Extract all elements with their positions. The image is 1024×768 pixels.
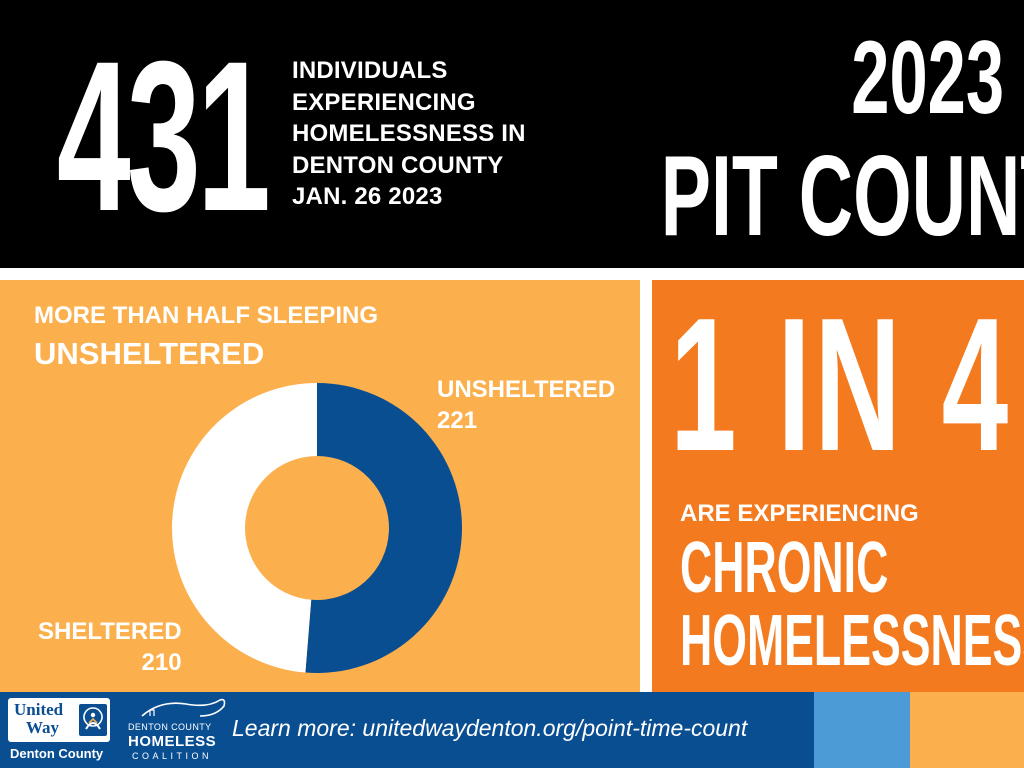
total-count: 431 xyxy=(56,17,271,256)
headline-line: EXPERIENCING xyxy=(292,88,476,116)
headline-line: DENTON COUNTY xyxy=(292,151,504,179)
denton-county-homeless-coalition-logo[interactable]: DENTON COUNTY HOMELESS COALITION xyxy=(122,696,226,766)
donut-slice-unsheltered xyxy=(305,383,463,673)
headline-line: INDIVIDUALS xyxy=(292,57,448,84)
headline: INDIVIDUALS EXPERIENCING HOMELESSNESS IN… xyxy=(292,55,592,213)
sheltered-status-panel: MORE THAN HALF SLEEPING UNSHELTERED UNSH… xyxy=(0,280,640,692)
united-way-county: Denton County xyxy=(10,746,104,761)
coalition-name-line2: HOMELESS xyxy=(128,733,217,750)
united-way-logo-box: United Way xyxy=(8,698,110,742)
united-way-logo[interactable]: United Way Denton County xyxy=(6,698,114,762)
chronic-homelessness-panel: 1 IN 4 ARE EXPERIENCING CHRONIC HOMELESS… xyxy=(652,280,1024,692)
donut-chart xyxy=(172,383,463,673)
footer-color-block-orange xyxy=(910,692,1024,768)
united-way-word: Way xyxy=(26,718,60,737)
header-band: 431 INDIVIDUALS EXPERIENCING HOMELESSNES… xyxy=(0,0,1024,268)
headline-line: HOMELESSNESS IN xyxy=(292,120,526,147)
footer-color-block-light-blue xyxy=(814,692,910,768)
sheltered-data-label: SHELTERED 210 xyxy=(38,616,182,678)
united-way-emblem-icon xyxy=(79,704,107,736)
unsheltered-label: UNSHELTERED xyxy=(437,376,616,403)
learn-more-link[interactable]: Learn more: unitedwaydenton.org/point-ti… xyxy=(232,715,748,741)
sheltered-label: SHELTERED xyxy=(38,618,182,645)
headline-line: JAN. 26 2023 xyxy=(292,183,443,210)
unsheltered-data-label: UNSHELTERED 221 xyxy=(437,374,615,436)
sheltered-value: 210 xyxy=(141,649,182,676)
donut-slice-sheltered xyxy=(172,383,317,673)
footer: United Way Denton County DENTON COUNTY H… xyxy=(0,692,1024,768)
panel-title: UNSHELTERED xyxy=(34,336,265,371)
ratio-title-line1: CHRONIC xyxy=(680,528,889,608)
coalition-arc-icon xyxy=(141,698,226,717)
pit-count-title: PIT COUNT xyxy=(660,133,1024,260)
coalition-name-line3: COALITION xyxy=(132,751,213,761)
ratio-subtitle: ARE EXPERIENCING xyxy=(680,500,919,527)
unsheltered-value: 221 xyxy=(437,407,478,434)
pit-year: 2023 xyxy=(851,20,1004,136)
united-way-word: United xyxy=(14,700,64,719)
ratio-statistic: 1 IN 4 xyxy=(670,279,1013,491)
ratio-title-line2: HOMELESSNESS xyxy=(680,601,1024,681)
coalition-name-line1: DENTON COUNTY xyxy=(128,722,212,732)
panel-subtitle: MORE THAN HALF SLEEPING xyxy=(34,302,379,329)
